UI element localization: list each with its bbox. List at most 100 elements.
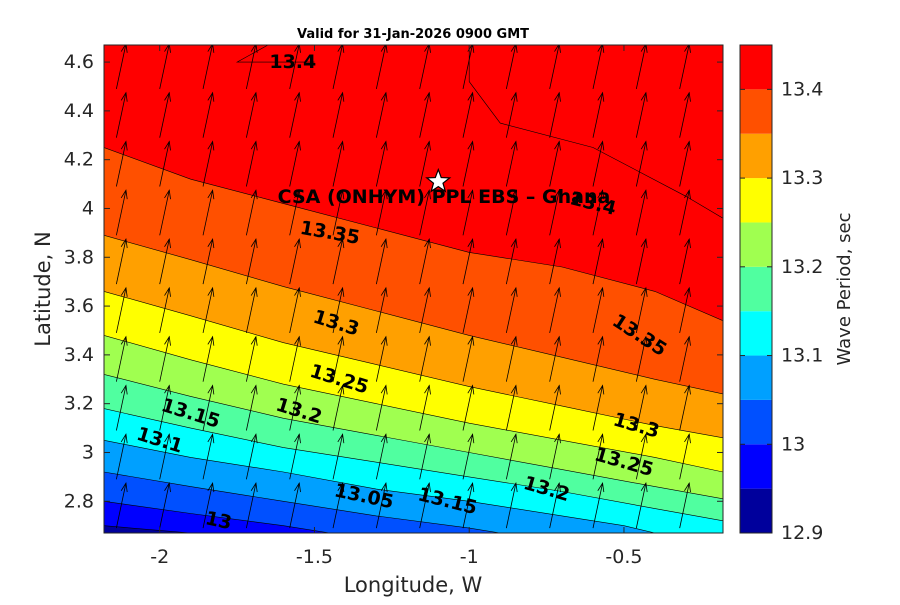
y-tick-label: 3.2 (64, 393, 94, 415)
wave-arrow (679, 286, 691, 334)
wave-arrow (679, 189, 691, 236)
wave-arrow (462, 286, 475, 334)
wave-arrow (419, 140, 431, 187)
wave-arrow (332, 433, 345, 480)
wave-arrow (462, 384, 475, 431)
wave-arrow (332, 91, 345, 138)
wave-arrow (635, 286, 648, 334)
wave-arrow (245, 91, 258, 138)
wave-arrow (202, 481, 215, 529)
colorbar-tick-label: 13.4 (781, 78, 823, 100)
wave-arrow (159, 433, 171, 480)
wave-arrow (245, 481, 258, 529)
wave-arrow (635, 91, 648, 138)
wave-arrow (722, 379, 723, 382)
wave-arrow (332, 286, 345, 334)
wave-arrow (202, 335, 215, 382)
wave-arrow (419, 481, 431, 529)
wave-arrow (592, 45, 605, 90)
wave-arrow (115, 433, 128, 480)
wave-arrow (592, 91, 605, 138)
wave-arrow (722, 282, 723, 285)
wave-arrow (679, 335, 691, 382)
y-tick-label: 3 (82, 441, 94, 463)
wave-arrow (159, 237, 171, 285)
wave-arrow (202, 286, 215, 334)
wave-arrow (419, 384, 431, 431)
wave-arrow (332, 335, 345, 382)
wave-arrow (549, 384, 561, 431)
wave-arrow (245, 384, 258, 431)
y-tick-label: 2.8 (64, 490, 94, 512)
wave-arrow (115, 45, 128, 90)
wave-arrow (289, 433, 301, 480)
wave-arrow (462, 237, 475, 285)
contour-line-13.1 (104, 440, 655, 533)
contour-line-13.25 (104, 335, 723, 473)
colorbar-tick-label: 12.9 (781, 522, 823, 544)
wave-arrow (549, 335, 561, 382)
wave-arrow (159, 91, 171, 138)
chart-title: Valid for 31-Jan-2026 0900 GMT (297, 27, 529, 42)
wave-arrow (115, 481, 128, 529)
wave-arrow (289, 481, 301, 529)
wave-arrow (462, 189, 475, 236)
contour-line-13.4-patch-1 (235, 45, 315, 63)
contour-line-13.2 (104, 374, 723, 500)
contour-line-13.4-patch-0 (468, 45, 723, 219)
colorbar-tick-label: 13 (781, 433, 805, 455)
contour-line-13.05 (104, 471, 501, 533)
wave-arrow (635, 140, 648, 187)
wave-arrow (549, 237, 561, 285)
wave-arrow (245, 45, 258, 90)
wave-arrow (419, 45, 431, 90)
x-tick-label: -1 (460, 546, 479, 568)
wave-arrow (115, 384, 128, 431)
wave-arrow (419, 91, 431, 138)
wave-arrow (419, 189, 431, 236)
wave-arrow (722, 477, 723, 480)
wave-arrow (375, 384, 388, 431)
wave-arrow (505, 45, 518, 90)
band-13.4-plus-1 (237, 45, 361, 63)
wave-direction-arrows (115, 0, 723, 529)
wave-arrow (635, 384, 648, 431)
contour-line-13.3 (104, 291, 723, 439)
wave-arrow (159, 189, 171, 236)
wave-arrow (462, 481, 475, 529)
x-axis: -2 -1.5 -1 -0.5 (150, 45, 642, 568)
wave-arrow (159, 286, 171, 334)
wave-arrow (505, 481, 518, 529)
wave-arrow (246, 0, 257, 40)
contour-line-13.4 (104, 147, 723, 321)
contour-line-12.95 (104, 525, 191, 533)
wave-arrow (635, 481, 648, 529)
wave-arrow (203, 0, 214, 40)
wave-arrow (505, 91, 518, 138)
y-tick-label: 4 (82, 197, 94, 219)
wave-arrow (202, 189, 215, 236)
wave-arrow (550, 0, 561, 40)
contour-line-13.35 (104, 235, 723, 395)
y-tick-label: 3.4 (64, 344, 94, 366)
wave-arrow (289, 45, 301, 90)
wave-arrow (722, 526, 723, 529)
wave-arrow (375, 481, 388, 529)
wave-arrow (375, 45, 388, 90)
wave-arrow (375, 189, 388, 236)
band-13.4-plus-0 (469, 45, 723, 219)
wave-arrow (635, 237, 648, 285)
wave-arrow (636, 0, 647, 40)
wave-arrow (289, 335, 301, 382)
wave-arrow (289, 237, 301, 285)
wave-arrow (592, 140, 605, 187)
wave-arrow (722, 86, 723, 89)
wave-arrow (722, 184, 723, 187)
y-tick-label: 3.8 (64, 246, 94, 268)
wave-arrow (375, 335, 388, 382)
wave-arrow (679, 481, 691, 529)
wave-arrow (375, 237, 388, 285)
wave-arrow (592, 384, 605, 431)
colorbar-swatch (740, 222, 772, 267)
wave-arrow (592, 286, 605, 334)
